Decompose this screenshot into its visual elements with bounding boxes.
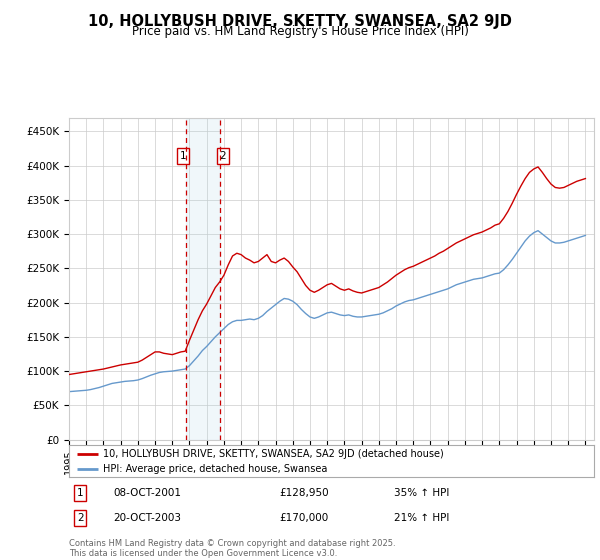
Text: Contains HM Land Registry data © Crown copyright and database right 2025.
This d: Contains HM Land Registry data © Crown c… xyxy=(69,539,395,558)
Text: £170,000: £170,000 xyxy=(279,512,328,522)
Text: 21% ↑ HPI: 21% ↑ HPI xyxy=(395,512,450,522)
Text: 1: 1 xyxy=(179,151,186,161)
Text: 08-OCT-2001: 08-OCT-2001 xyxy=(113,488,182,498)
Text: 20-OCT-2003: 20-OCT-2003 xyxy=(113,512,182,522)
Text: 1: 1 xyxy=(77,488,83,498)
Text: 10, HOLLYBUSH DRIVE, SKETTY, SWANSEA, SA2 9JD: 10, HOLLYBUSH DRIVE, SKETTY, SWANSEA, SA… xyxy=(88,14,512,29)
Text: Price paid vs. HM Land Registry's House Price Index (HPI): Price paid vs. HM Land Registry's House … xyxy=(131,25,469,38)
Bar xyxy=(185,118,220,440)
Text: 10, HOLLYBUSH DRIVE, SKETTY, SWANSEA, SA2 9JD (detached house): 10, HOLLYBUSH DRIVE, SKETTY, SWANSEA, SA… xyxy=(103,449,444,459)
Text: 2: 2 xyxy=(77,512,83,522)
Text: HPI: Average price, detached house, Swansea: HPI: Average price, detached house, Swan… xyxy=(103,464,328,474)
Text: 2: 2 xyxy=(220,151,226,161)
Text: £128,950: £128,950 xyxy=(279,488,329,498)
Text: 35% ↑ HPI: 35% ↑ HPI xyxy=(395,488,450,498)
